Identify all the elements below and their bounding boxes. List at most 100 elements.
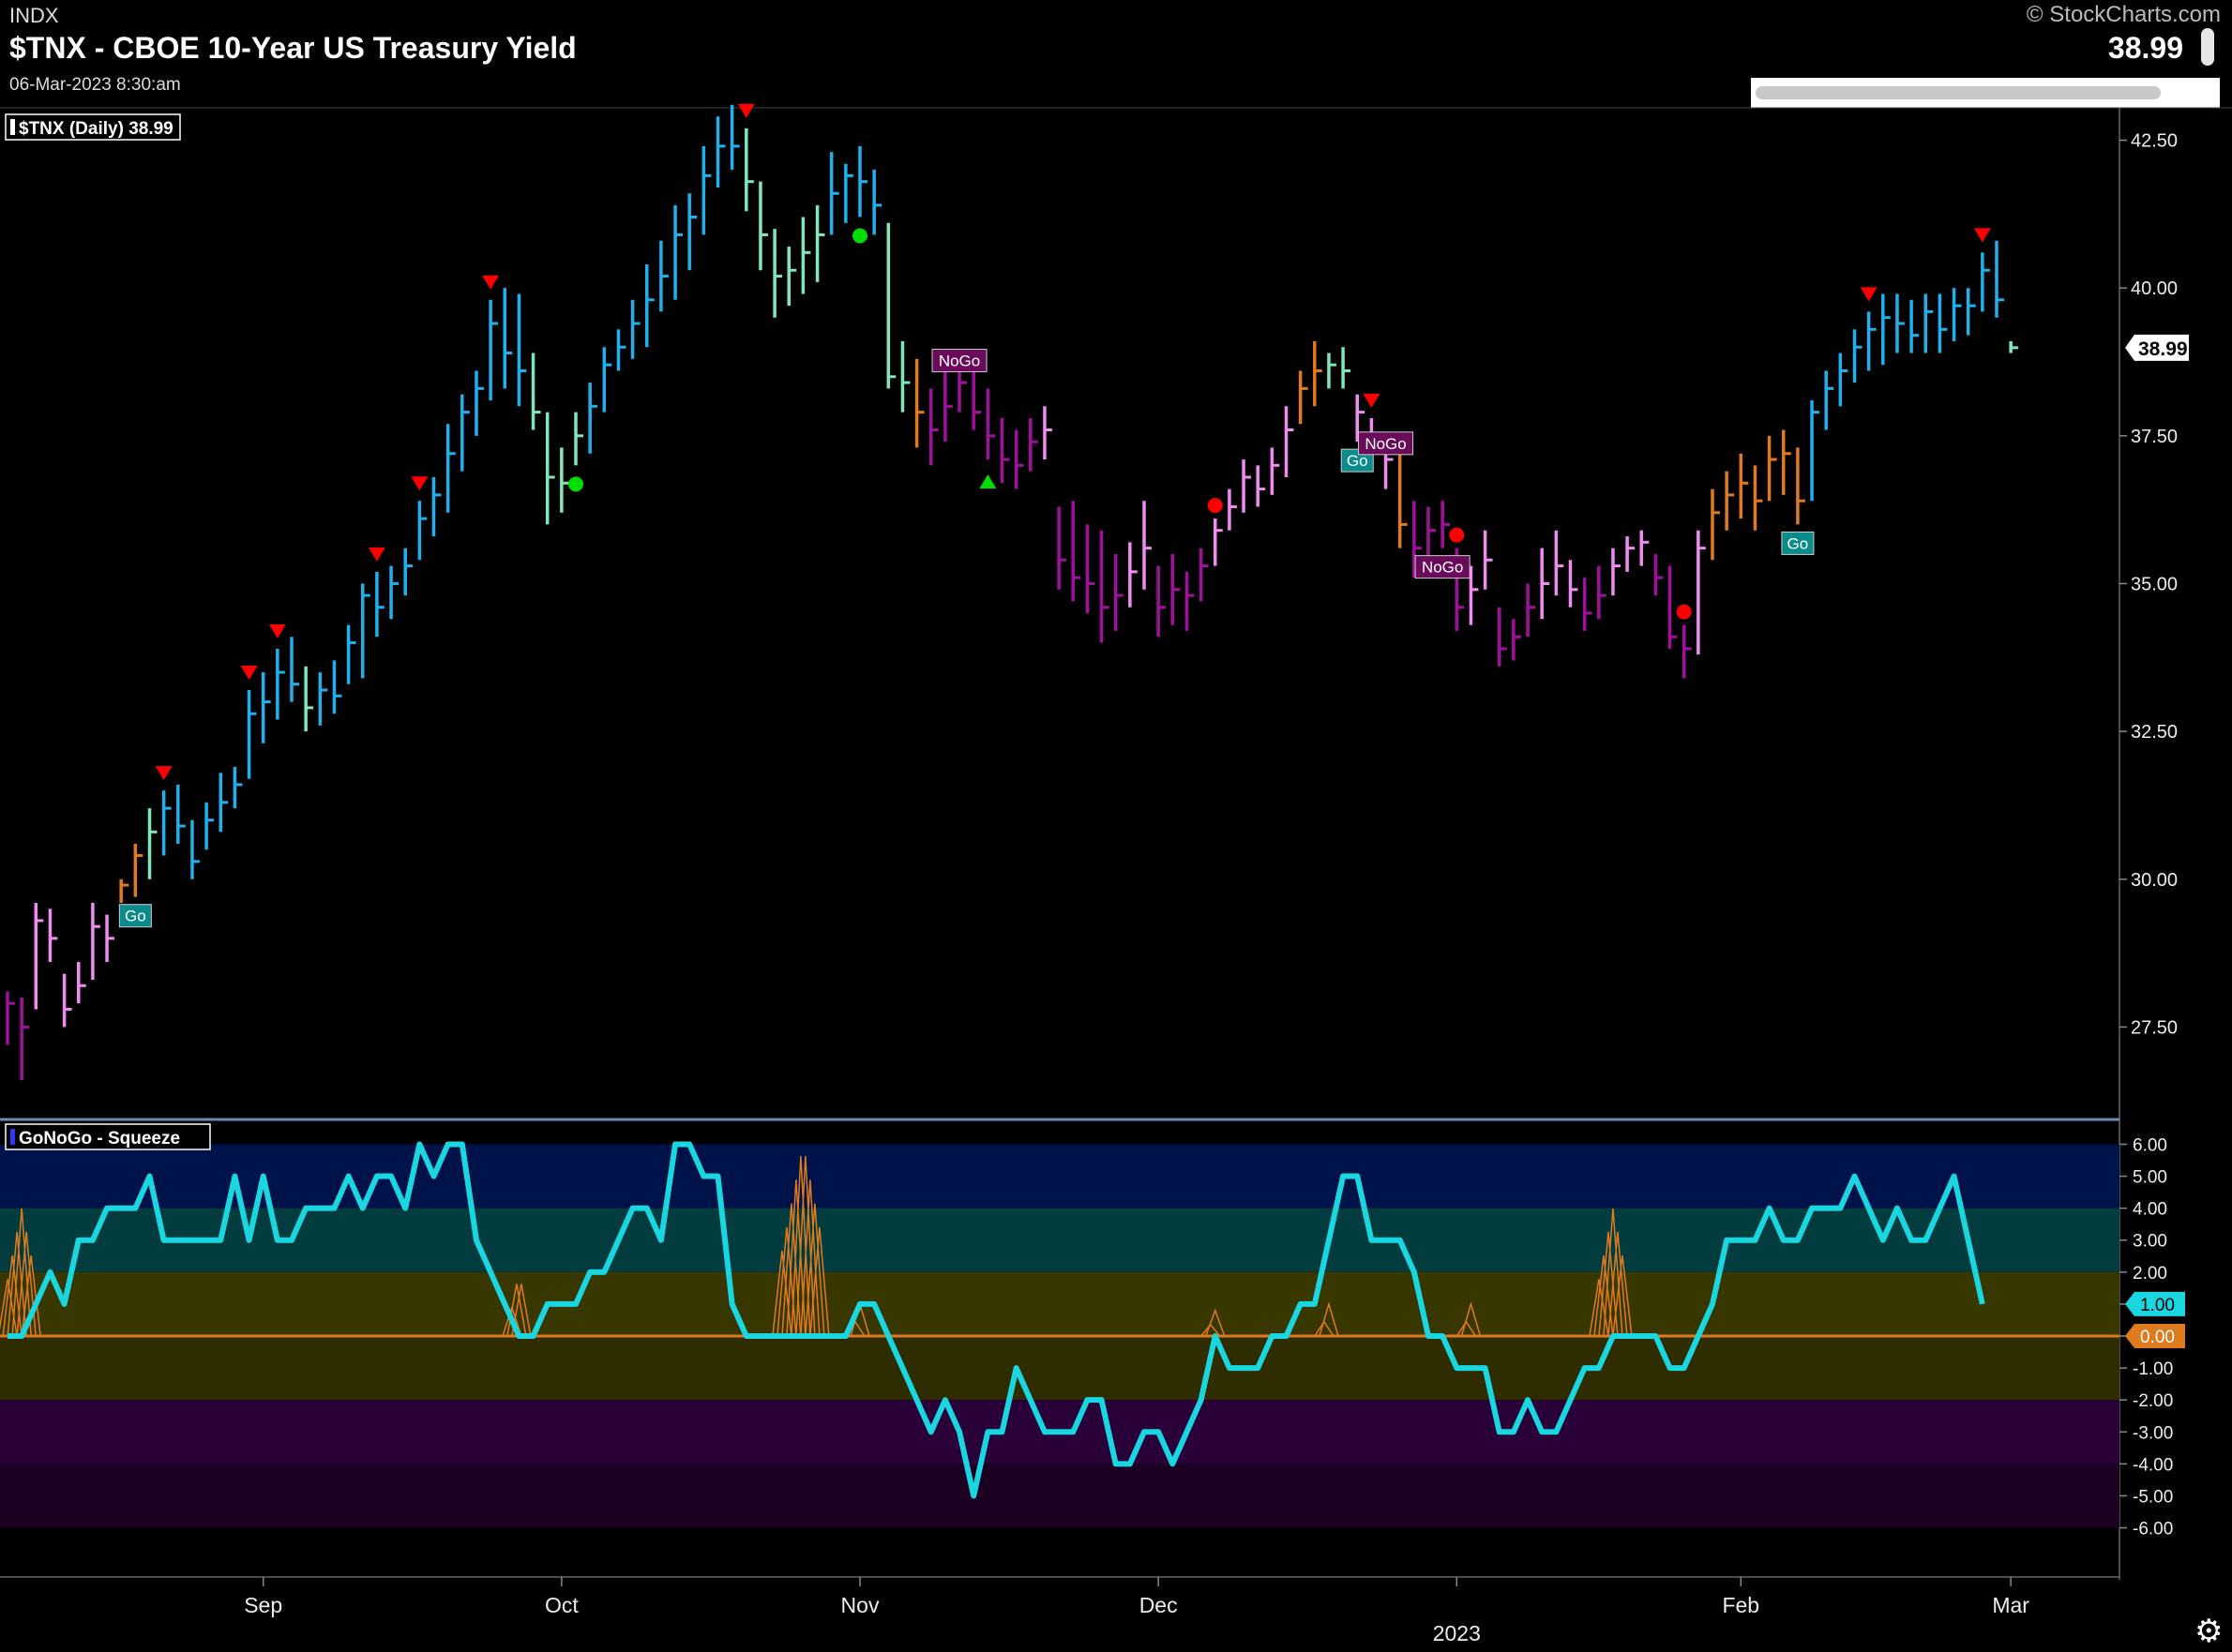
price-bar [219, 773, 229, 833]
price-bar [1526, 583, 1536, 638]
date-range-scroll-thumb[interactable] [1756, 86, 2161, 99]
price-bar [261, 672, 271, 743]
price-bar [531, 353, 541, 430]
gear-icon[interactable]: ⚙ [2194, 1614, 2224, 1649]
price-bar [829, 152, 839, 235]
nogo-label: NoGo [939, 353, 980, 370]
x-year-label: 2023 [1433, 1621, 1481, 1645]
x-tick-label: Nov [841, 1593, 880, 1617]
price-bar [1796, 447, 1805, 525]
price-bar [1895, 293, 1905, 353]
oscillator-legend-swatch [10, 1129, 15, 1145]
vertical-scrollbar[interactable] [2201, 28, 2214, 66]
price-bar [190, 819, 200, 879]
oscillator-tick-label: -2.00 [2133, 1391, 2173, 1411]
price-bar [1256, 465, 1266, 507]
price-bar [1540, 548, 1550, 620]
price-bar [1128, 542, 1138, 608]
last-price: 38.99 [2107, 31, 2183, 65]
countertrend-down-triangle [482, 275, 500, 290]
price-bar [1725, 471, 1735, 531]
copyright-label: © StockCharts.com [2026, 2, 2221, 27]
price-bar [77, 962, 86, 1004]
countertrend-down-triangle [1363, 393, 1380, 408]
price-bar [417, 501, 428, 561]
oscillator-last-label: 1.00 [2140, 1296, 2175, 1315]
price-legend: $TNX (Daily) 38.99 [19, 119, 173, 139]
price-bar [602, 347, 612, 413]
price-bar [616, 329, 626, 371]
price-bar [233, 766, 243, 809]
price-bar [588, 383, 598, 454]
price-bar [687, 193, 698, 271]
squeeze-spike-line [1593, 1255, 1614, 1337]
price-bar [1852, 329, 1863, 383]
price-bar [1498, 607, 1507, 667]
trend-continuation-red-dot [1449, 527, 1465, 543]
countertrend-down-triangle [268, 623, 286, 638]
price-bar [929, 388, 939, 466]
oscillator-zone-band [0, 1336, 2119, 1401]
squeeze-spike [1589, 1208, 1633, 1337]
squeeze-spike-line [1319, 1301, 1339, 1337]
price-tick-label: 37.50 [2131, 427, 2178, 447]
price-bar [503, 288, 513, 389]
price-bar [1298, 370, 1308, 425]
price-bar [247, 689, 257, 779]
squeeze-spike-line [795, 1156, 816, 1337]
price-bar [1838, 353, 1848, 407]
price-bar [133, 843, 143, 897]
go-label-box [1781, 531, 1815, 555]
price-bar [1881, 293, 1891, 366]
squeeze-spike-line [800, 1179, 821, 1337]
price-bar [1057, 506, 1067, 590]
price-bar [1156, 565, 1167, 638]
price-tick-label: 35.00 [2131, 574, 2178, 594]
oscillator-tick-label: 6.00 [2133, 1135, 2167, 1155]
countertrend-down-triangle [1973, 228, 1991, 243]
price-bar [1810, 399, 1820, 502]
price-bar [1782, 429, 1791, 495]
chart-header: INDX $TNX - CBOE 10-Year US Treasury Yie… [0, 0, 2232, 108]
price-bar [276, 648, 285, 720]
price-bar [34, 902, 44, 1010]
price-bar [1582, 578, 1592, 631]
price-bar [1270, 447, 1280, 495]
price-bar [1113, 553, 1124, 631]
price-legend-box [5, 113, 181, 141]
price-bar [1184, 571, 1195, 631]
price-bar [645, 263, 655, 348]
squeeze-spike-line [7, 1231, 27, 1337]
nogo-label-box [1358, 431, 1414, 456]
price-bar [759, 181, 768, 271]
price-bar [1099, 530, 1109, 643]
price-bar [62, 973, 72, 1028]
price-bar [943, 370, 953, 443]
squeeze-spike-line [511, 1284, 532, 1337]
price-bar [147, 808, 158, 879]
price-bar [161, 790, 172, 856]
squeeze-spike-line [791, 1156, 811, 1337]
squeeze-spike-line [786, 1179, 807, 1337]
price-bar [1753, 465, 1763, 531]
price-bar [1923, 293, 1934, 353]
last-price-tag-label: 38.99 [2138, 338, 2188, 360]
price-bar [1767, 435, 1777, 502]
price-bar [1938, 293, 1948, 353]
price-bar [815, 204, 825, 282]
go-label: Go [1787, 534, 1809, 552]
squeeze-spike-line [1612, 1255, 1633, 1337]
price-bar [773, 229, 783, 318]
price-bar [1909, 299, 1920, 353]
countertrend-down-triangle [411, 476, 429, 491]
trend-continuation-up-triangle [979, 474, 997, 489]
oscillator-zero-tag [2125, 1324, 2185, 1348]
price-bar [20, 997, 30, 1081]
go-label-box [1340, 448, 1374, 473]
squeeze-spike-line [781, 1203, 802, 1337]
price-tick-label: 27.50 [2131, 1017, 2178, 1038]
oscillator-tick-label: -4.00 [2133, 1455, 2173, 1475]
go-label: Go [125, 908, 146, 925]
price-legend-swatch [10, 119, 15, 135]
